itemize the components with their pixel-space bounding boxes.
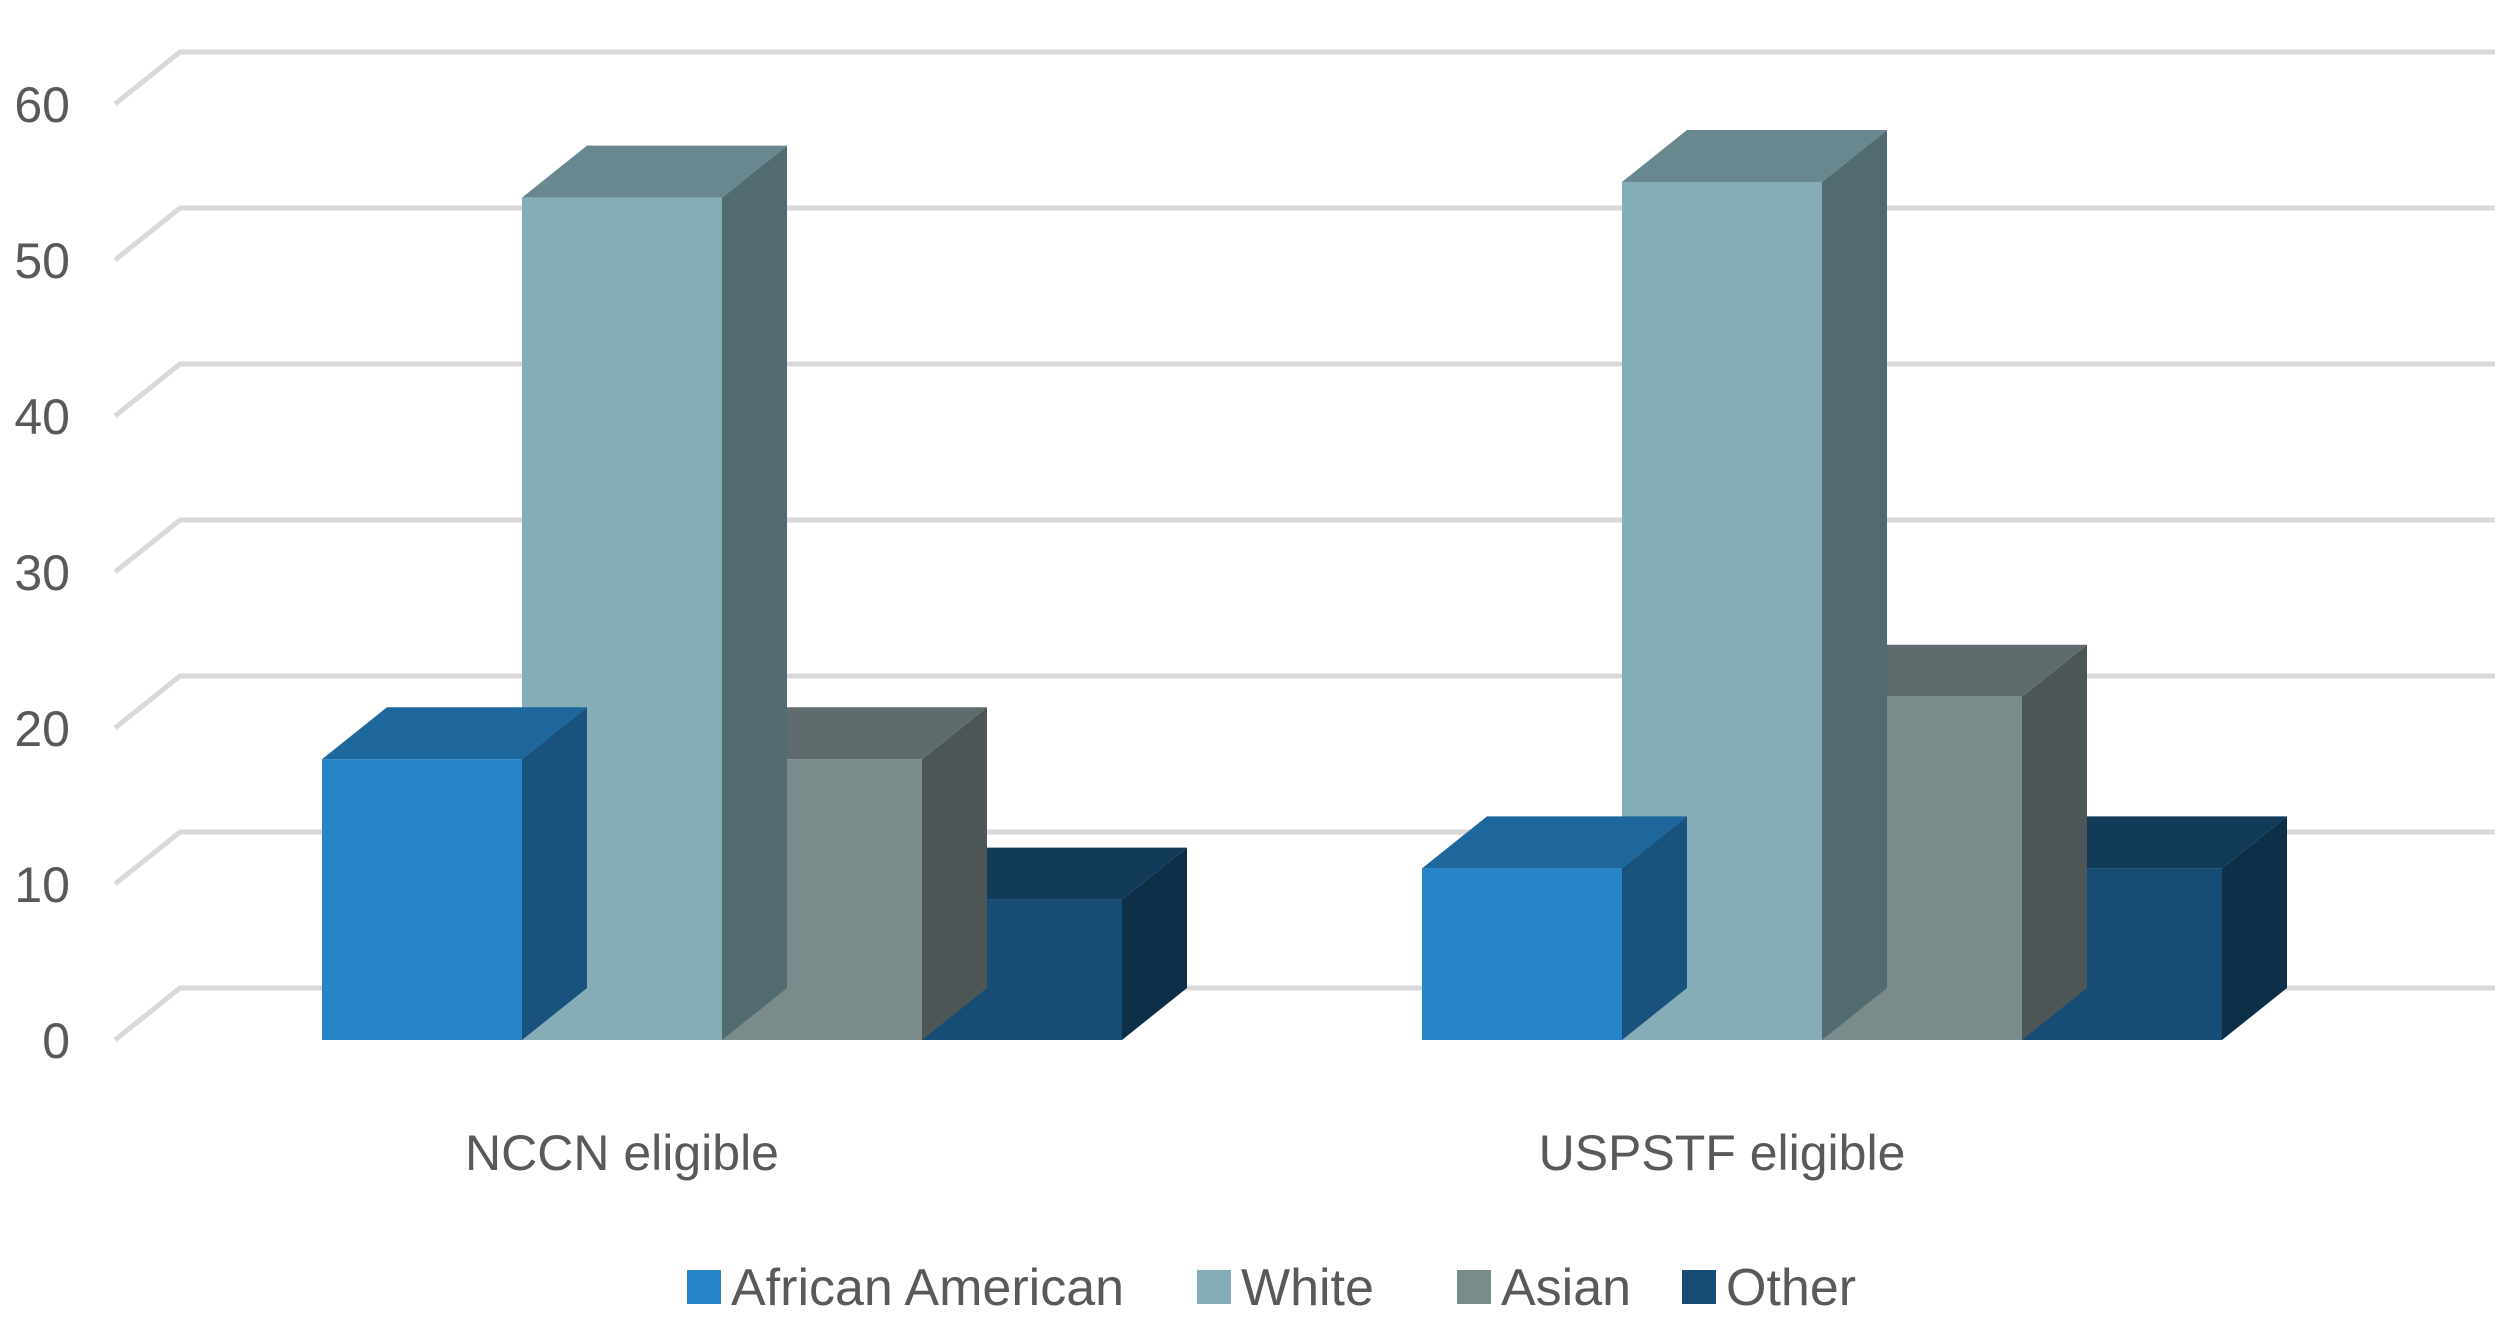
- legend-swatch: [1457, 1270, 1491, 1304]
- legend-label: Asian: [1501, 1259, 1631, 1317]
- bar-side: [722, 145, 787, 1041]
- bar-side: [2022, 644, 2087, 1040]
- legend: African American White Asian Other: [687, 1259, 1856, 1317]
- legend-swatch: [687, 1270, 721, 1304]
- legend-label: White: [1241, 1259, 1374, 1317]
- category-label: NCCN eligible: [465, 1125, 779, 1181]
- legend-item: Other: [1682, 1259, 1856, 1317]
- bar-top: [322, 707, 587, 760]
- bar-front: [322, 759, 522, 1040]
- bar-side: [1822, 130, 1887, 1040]
- y-tick-label: 10: [14, 857, 70, 913]
- bar: [522, 145, 787, 1041]
- gridline: [113, 49, 2495, 106]
- gridlines: [113, 49, 2495, 1042]
- legend-swatch: [1197, 1270, 1231, 1304]
- bar-side: [522, 707, 587, 1040]
- gridline: [113, 361, 2495, 418]
- bar-side: [1122, 847, 1187, 1040]
- legend-label: African American: [731, 1259, 1124, 1317]
- gridline: [113, 205, 2495, 262]
- bar: [922, 847, 1187, 1040]
- bar-top: [1822, 644, 2087, 697]
- y-tick-label: 30: [14, 545, 70, 601]
- y-tick-label: 50: [14, 233, 70, 289]
- bar-top: [1622, 130, 1887, 182]
- legend-label: Other: [1726, 1259, 1856, 1317]
- bar-side: [2222, 816, 2287, 1040]
- y-axis-ticks: 0 10 20 30 40 50 60: [14, 77, 70, 1069]
- bar-front: [1422, 868, 1622, 1040]
- category-label: USPSTF eligible: [1539, 1125, 1906, 1181]
- bar: [1422, 816, 1687, 1040]
- category-labels: NCCN eligible USPSTF eligible: [465, 1125, 1905, 1181]
- bars: [322, 130, 2287, 1041]
- bar-top: [2022, 816, 2287, 869]
- bar-top: [922, 847, 1187, 900]
- y-tick-label: 60: [14, 77, 70, 133]
- y-tick-label: 20: [14, 701, 70, 757]
- legend-item: Asian: [1457, 1259, 1631, 1317]
- y-tick-label: 0: [42, 1013, 70, 1069]
- bar: [2022, 816, 2287, 1040]
- bar-side: [922, 707, 987, 1040]
- bar-side: [1622, 816, 1687, 1040]
- legend-item: African American: [687, 1259, 1124, 1317]
- bar-top: [522, 145, 787, 198]
- legend-item: White: [1197, 1259, 1374, 1317]
- y-tick-label: 40: [14, 389, 70, 445]
- bar: [322, 707, 587, 1040]
- legend-swatch: [1682, 1270, 1716, 1304]
- gridline: [113, 517, 2495, 574]
- bar-top: [1422, 816, 1687, 869]
- bar-top: [722, 707, 987, 760]
